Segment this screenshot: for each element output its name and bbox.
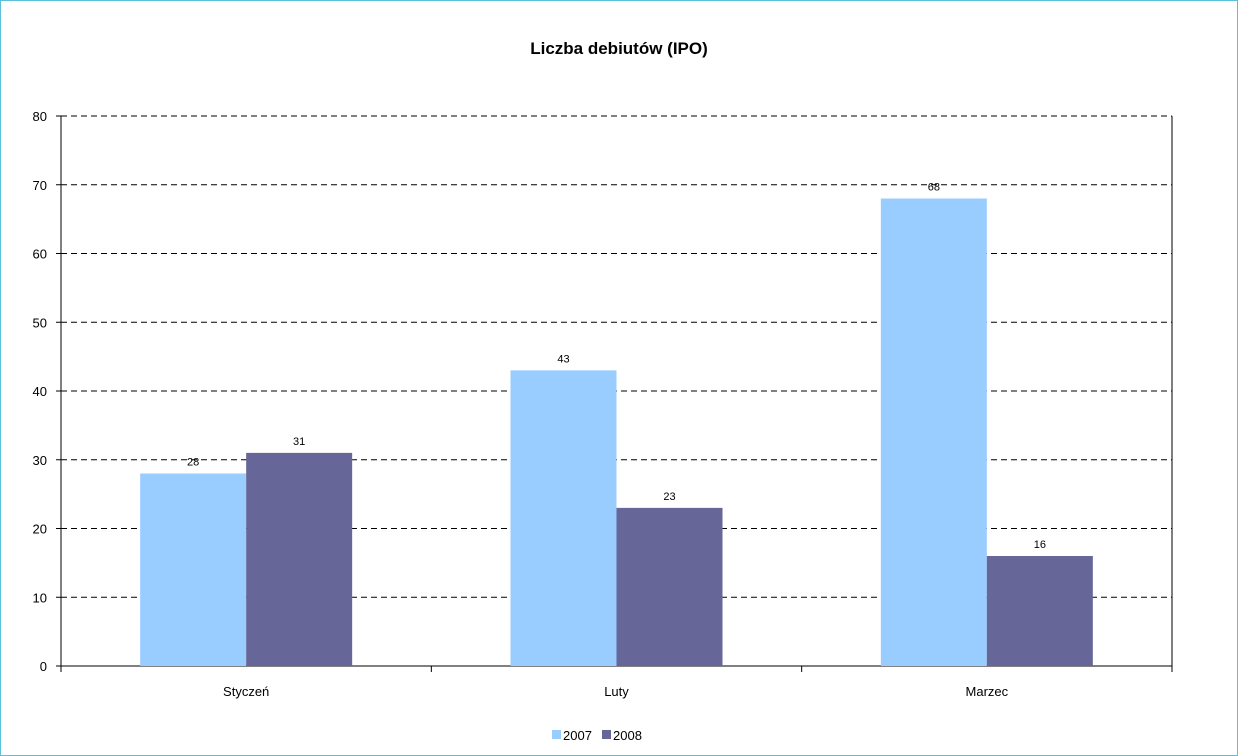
- bar-2008-Styczeń: [246, 452, 353, 666]
- bars: [140, 198, 1093, 666]
- y-tick-label: 60: [33, 247, 47, 262]
- chart-title: Liczba debiutów (IPO): [530, 39, 708, 58]
- bar-2007-Luty: [510, 370, 617, 666]
- data-label: 28: [187, 457, 199, 469]
- data-label: 16: [1034, 539, 1046, 551]
- legend: 2007 2008: [552, 728, 642, 743]
- y-tick-label: 40: [33, 384, 47, 399]
- y-tick-label: 80: [33, 109, 47, 124]
- data-label: 68: [928, 182, 940, 194]
- bar-2008-Luty: [616, 507, 723, 666]
- y-tick-label: 30: [33, 453, 47, 468]
- y-tick-label: 10: [33, 590, 47, 605]
- y-tick-label: 20: [33, 522, 47, 537]
- bar-2007-Styczeń: [140, 473, 247, 666]
- data-labels: 28 31 43 23 68 16: [187, 182, 1046, 552]
- x-category-label: Marzec: [966, 684, 1009, 699]
- y-tick-label: 70: [33, 178, 47, 193]
- legend-swatch-2007: [552, 730, 561, 739]
- legend-label-2008: 2008: [613, 728, 642, 743]
- bar-2007-Marzec: [880, 198, 987, 666]
- y-tick-label: 50: [33, 315, 47, 330]
- bar-2008-Marzec: [986, 556, 1093, 666]
- data-label: 31: [293, 436, 305, 448]
- data-label: 23: [663, 491, 675, 503]
- x-category-label: Styczeń: [223, 684, 269, 699]
- data-label: 43: [557, 353, 569, 365]
- legend-swatch-2008: [602, 730, 611, 739]
- legend-label-2007: 2007: [563, 728, 592, 743]
- y-tick-label: 0: [40, 659, 47, 674]
- x-category-label: Luty: [604, 684, 629, 699]
